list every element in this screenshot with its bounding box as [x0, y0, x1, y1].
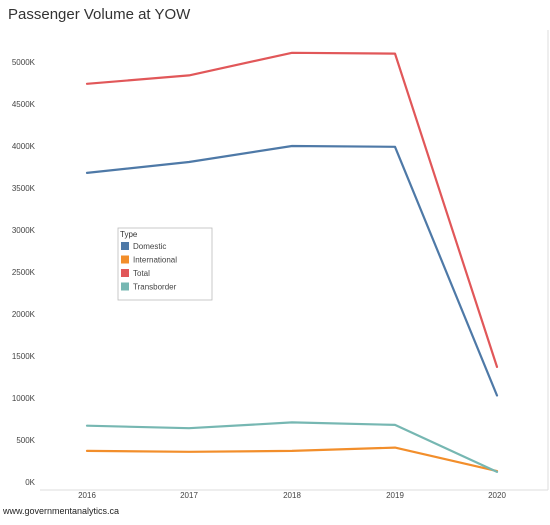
series-line-international[interactable] — [85, 446, 499, 473]
y-tick-label: 2500K — [12, 268, 36, 277]
y-tick-label: 1000K — [12, 394, 36, 403]
y-axis: 0K 500K 1000K 1500K 2000K 2500K 3000K 3500K 4000… — [12, 58, 36, 487]
legend-label-transborder[interactable]: Transborder — [133, 283, 177, 292]
y-tick-label: 4000K — [12, 142, 36, 151]
chart-title: Passenger Volume at YOW — [8, 6, 191, 23]
x-tick-label: 2020 — [488, 491, 506, 500]
y-tick-label: 3000K — [12, 226, 36, 235]
x-axis: 2016 2017 2018 2019 2020 — [78, 491, 506, 500]
legend-title: Type — [120, 230, 138, 239]
plot-frame — [40, 30, 549, 491]
x-tick-label: 2019 — [386, 491, 404, 500]
x-tick-label: 2017 — [180, 491, 198, 500]
legend-label-total[interactable]: Total — [133, 269, 150, 278]
y-tick-label: 2000K — [12, 310, 36, 319]
legend-swatch-international[interactable] — [121, 255, 129, 264]
series-line-domestic[interactable] — [85, 144, 499, 397]
legend-label-international[interactable]: International — [133, 256, 177, 265]
legend[interactable]: Type Domestic International Total Transborde… — [117, 227, 213, 301]
legend-label-domestic[interactable]: Domestic — [133, 242, 166, 251]
series-line-total[interactable] — [85, 51, 499, 368]
y-tick-label: 1500K — [12, 352, 36, 361]
series-line-transborder[interactable] — [85, 421, 499, 473]
y-tick-label: 5000K — [12, 58, 36, 67]
y-tick-label: 0K — [25, 478, 35, 487]
legend-swatch-transborder[interactable] — [121, 282, 129, 291]
x-tick-label: 2016 — [78, 491, 96, 500]
y-tick-label: 4500K — [12, 100, 36, 109]
x-tick-label: 2018 — [283, 491, 301, 500]
source-footer: www.governmentanalytics.ca — [3, 506, 120, 516]
series-lines — [85, 51, 499, 473]
y-tick-label: 3500K — [12, 184, 36, 193]
legend-swatch-domestic[interactable] — [121, 242, 129, 250]
legend-box — [117, 227, 213, 301]
y-tick-label: 500K — [16, 436, 35, 445]
legend-swatch-total[interactable] — [121, 269, 129, 277]
